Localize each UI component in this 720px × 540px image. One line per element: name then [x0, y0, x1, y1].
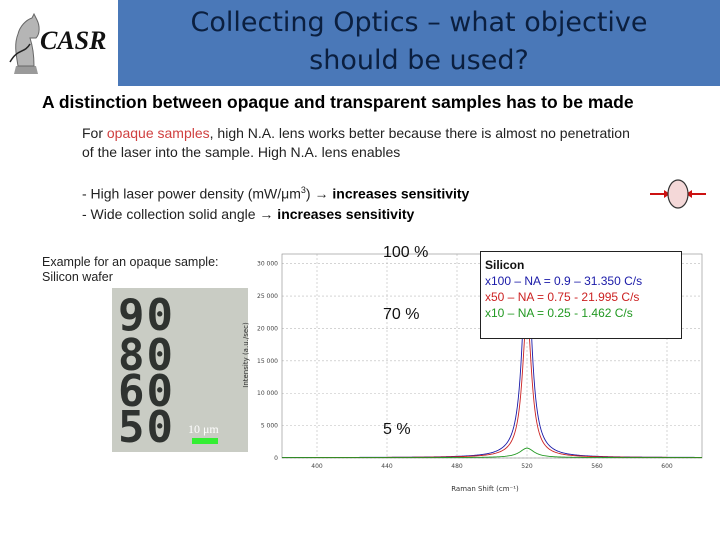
legend-entry: x50 – NA = 0.75 - 21.995 C/s: [485, 290, 640, 304]
y-tick-label: 0: [274, 455, 278, 462]
logo: CASR: [0, 0, 118, 86]
bullet-bold: increases sensitivity: [328, 185, 470, 202]
example-label: Example for an opaque sample: Silicon wa…: [42, 255, 219, 285]
lens-icon: [650, 179, 706, 209]
x-tick-label: 440: [381, 463, 393, 470]
bullet-text: - High laser power density (mW/μm: [82, 185, 301, 202]
arrow-icon: →: [314, 185, 329, 202]
bullet-sup: 3: [300, 185, 306, 195]
series-lines: [281, 254, 703, 459]
x-tick-label: 400: [311, 463, 323, 470]
micrograph-number: 50: [118, 402, 175, 452]
para-pre: For: [82, 125, 107, 141]
header: CASR Collecting Optics – what objective …: [0, 0, 720, 86]
annotation-100: 100 %: [383, 244, 429, 261]
legend-entry: x100 – NA = 0.9 – 31.350 C/s: [485, 274, 643, 288]
micrograph-number: 60: [118, 366, 175, 417]
bullet-text: ): [305, 185, 315, 202]
logo-text: CASR: [40, 26, 107, 55]
bullet-item: - Wide collection solid angle → increase…: [82, 204, 469, 224]
bullet-bold: increases sensitivity: [273, 205, 415, 222]
scale-label: 10 μm: [188, 422, 219, 436]
bullet-item: - High laser power density (mW/μm3) → in…: [82, 180, 469, 204]
page-title: Collecting Optics – what objective shoul…: [118, 4, 720, 80]
section-heading: A distinction between opaque and transpa…: [42, 92, 634, 112]
para-post: , high N.A. lens works better because th…: [82, 125, 630, 160]
x-tick-label: 520: [521, 463, 533, 470]
annotation-5: 5 %: [383, 421, 411, 438]
series-line: [282, 447, 702, 459]
x-tick-label: 480: [451, 463, 463, 470]
x-tick-label: 560: [591, 463, 603, 470]
y-tick-label: 30 000: [257, 261, 278, 268]
example-line: Silicon wafer: [42, 270, 113, 284]
y-axis-label: Intensity (a.u./sec): [242, 322, 250, 388]
y-tick-labels: 0 5 000 10 000 15 000 20 000 25 000 30 000: [257, 261, 278, 462]
scale-bar: [192, 438, 218, 444]
y-tick-label: 20 000: [257, 325, 278, 332]
micrograph-number: 90: [118, 290, 175, 341]
bullet-list: - High laser power density (mW/μm3) → in…: [82, 180, 469, 224]
example-line: Example for an opaque sample:: [42, 255, 219, 269]
y-tick-label: 15 000: [257, 358, 278, 365]
para-highlight: opaque samples: [106, 125, 210, 141]
annotation-70: 70 %: [383, 306, 420, 323]
micrograph-number: 80: [118, 330, 175, 381]
arrow-icon: →: [259, 205, 274, 222]
y-tick-label: 25 000: [257, 293, 278, 300]
x-axis-label: Raman Shift (cm⁻¹): [451, 485, 519, 493]
title-line-1: Collecting Optics – what objective: [190, 7, 648, 38]
title-band: [118, 0, 720, 86]
y-tick-label: 10 000: [257, 390, 278, 397]
title-line-2: should be used?: [309, 45, 529, 76]
bullet-text: - Wide collection solid angle: [82, 205, 260, 222]
chess-knight-icon: [9, 12, 40, 74]
sample-micrograph: 90 80 60 50 10 μm: [112, 288, 248, 452]
legend-title: Silicon: [485, 258, 525, 272]
y-tick-label: 5 000: [261, 423, 278, 430]
intro-paragraph: For opaque samples, high N.A. lens works…: [82, 124, 642, 162]
x-tick-label: 600: [661, 463, 673, 470]
x-tick-labels: 400 440 480 520 560 600: [311, 463, 673, 470]
legend-box: Silicon x100 – NA = 0.9 – 31.350 C/s x50…: [480, 251, 682, 339]
legend-entry: x10 – NA = 0.25 - 1.462 C/s: [485, 306, 633, 320]
